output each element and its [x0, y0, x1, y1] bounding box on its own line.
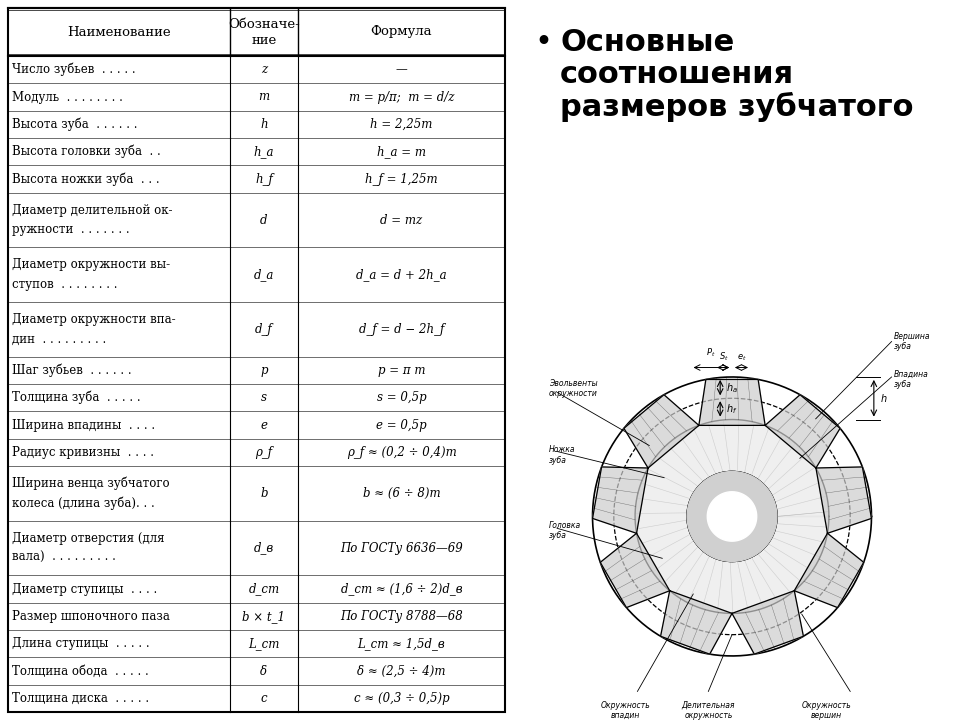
Text: —: — — [396, 63, 407, 76]
Text: ρ_f: ρ_f — [255, 446, 273, 459]
Text: d_f = d − 2h_f: d_f = d − 2h_f — [359, 323, 444, 336]
Text: e = 0,5p: e = 0,5p — [376, 418, 427, 431]
Text: Эвольвенты
окружности: Эвольвенты окружности — [549, 379, 598, 398]
Text: •: • — [535, 30, 551, 54]
Text: Окружность
вершин: Окружность вершин — [802, 701, 852, 720]
Text: b × t_1: b × t_1 — [243, 610, 285, 623]
Text: колеса (длина зуба). . .: колеса (длина зуба). . . — [12, 496, 155, 510]
Text: m = p/π;  m = d/z: m = p/π; m = d/z — [348, 91, 454, 104]
Text: размеров зубчатого: размеров зубчатого — [560, 92, 914, 122]
Text: Впадина
зуба: Впадина зуба — [894, 369, 928, 389]
Text: s = 0,5p: s = 0,5p — [376, 391, 426, 404]
Text: h: h — [260, 118, 268, 131]
Text: δ: δ — [260, 665, 268, 678]
Text: Основные: Основные — [560, 28, 734, 57]
Text: d = mz: d = mz — [380, 214, 422, 227]
Text: c: c — [261, 692, 267, 705]
Text: $e_t$: $e_t$ — [736, 352, 746, 363]
Polygon shape — [732, 590, 804, 654]
Text: $h_a$: $h_a$ — [726, 381, 738, 395]
Text: b ≈ (6 ÷ 8)m: b ≈ (6 ÷ 8)m — [363, 487, 441, 500]
Polygon shape — [687, 472, 777, 562]
Text: L_ст ≈ 1,5d_в: L_ст ≈ 1,5d_в — [358, 637, 445, 650]
Text: Высота зуба  . . . . . .: Высота зуба . . . . . . — [12, 117, 137, 131]
Text: d_a: d_a — [253, 268, 275, 282]
Polygon shape — [624, 395, 699, 468]
Text: По ГОСТу 8788—68: По ГОСТу 8788—68 — [340, 610, 463, 623]
Text: ступов  . . . . . . . .: ступов . . . . . . . . — [12, 278, 117, 291]
Text: d: d — [260, 214, 268, 227]
Text: Шаг зубьев  . . . . . .: Шаг зубьев . . . . . . — [12, 364, 132, 377]
Text: Диаметр окружности впа-: Диаметр окружности впа- — [12, 313, 176, 326]
Text: Окружность
впадин: Окружность впадин — [601, 701, 651, 720]
Text: Диаметр делительной ок-: Диаметр делительной ок- — [12, 204, 173, 217]
Text: d_в: d_в — [253, 541, 275, 554]
Text: Размер шпоночного паза: Размер шпоночного паза — [12, 610, 170, 623]
Text: $h_f$: $h_f$ — [726, 402, 737, 415]
Text: L_ст: L_ст — [249, 637, 279, 650]
Text: d_ст ≈ (1,6 ÷ 2)d_в: d_ст ≈ (1,6 ÷ 2)d_в — [341, 582, 463, 595]
Text: h_f: h_f — [255, 173, 273, 186]
Text: c ≈ (0,3 ÷ 0,5)p: c ≈ (0,3 ÷ 0,5)p — [353, 692, 449, 705]
Bar — [8, 8, 505, 712]
Text: d_a = d + 2h_a: d_a = d + 2h_a — [356, 268, 446, 282]
Text: Делительная
окружность: Делительная окружность — [682, 701, 735, 720]
Text: Ширина венца зубчатого: Ширина венца зубчатого — [12, 477, 170, 490]
Text: Высота головки зуба  . .: Высота головки зуба . . — [12, 145, 160, 158]
Text: m: m — [258, 91, 270, 104]
Text: ружности  . . . . . . .: ружности . . . . . . . — [12, 223, 130, 236]
Text: ρ_f ≈ (0,2 ÷ 0,4)m: ρ_f ≈ (0,2 ÷ 0,4)m — [347, 446, 456, 459]
Text: z: z — [261, 63, 267, 76]
Text: соотношения: соотношения — [560, 60, 794, 89]
Text: Толщина обода  . . . . .: Толщина обода . . . . . — [12, 665, 149, 678]
Text: d_ст: d_ст — [249, 582, 279, 595]
Text: По ГОСТу 6636—69: По ГОСТу 6636—69 — [340, 541, 463, 554]
Polygon shape — [816, 467, 872, 534]
Text: Вершина
зуба: Вершина зуба — [894, 332, 930, 351]
Polygon shape — [765, 395, 840, 468]
Text: Толщина диска  . . . . .: Толщина диска . . . . . — [12, 692, 149, 705]
Text: Наименование: Наименование — [67, 25, 171, 38]
Text: h_a: h_a — [253, 145, 275, 158]
Text: Формула: Формула — [371, 25, 432, 38]
Polygon shape — [592, 467, 648, 534]
Text: Диаметр ступицы  . . . .: Диаметр ступицы . . . . — [12, 582, 157, 595]
Polygon shape — [600, 534, 670, 608]
Text: p: p — [260, 364, 268, 377]
Text: Диаметр окружности вы-: Диаметр окружности вы- — [12, 258, 170, 271]
Text: $h$: $h$ — [879, 392, 887, 404]
Polygon shape — [660, 590, 732, 654]
Text: p = π m: p = π m — [377, 364, 425, 377]
Text: h_a = m: h_a = m — [377, 145, 426, 158]
Text: h = 2,25m: h = 2,25m — [371, 118, 433, 131]
Polygon shape — [636, 420, 828, 613]
Text: e: e — [260, 418, 268, 431]
Text: Диаметр отверстия (для: Диаметр отверстия (для — [12, 531, 164, 544]
Text: Толщина зуба  . . . . .: Толщина зуба . . . . . — [12, 391, 140, 405]
Text: Модуль  . . . . . . . .: Модуль . . . . . . . . — [12, 91, 123, 104]
Text: $S_t$: $S_t$ — [719, 350, 729, 363]
Text: Обозначе-
ние: Обозначе- ние — [228, 17, 300, 47]
Text: дин  . . . . . . . . .: дин . . . . . . . . . — [12, 333, 107, 346]
Text: $P_t$: $P_t$ — [706, 347, 715, 359]
Text: Головка
зуба: Головка зуба — [549, 521, 581, 540]
Text: s: s — [261, 391, 267, 404]
Polygon shape — [708, 492, 756, 541]
Text: Высота ножки зуба  . . .: Высота ножки зуба . . . — [12, 172, 159, 186]
Text: вала)  . . . . . . . . .: вала) . . . . . . . . . — [12, 552, 116, 564]
Text: Ножка
зуба: Ножка зуба — [549, 445, 575, 464]
Text: Радиус кривизны  . . . .: Радиус кривизны . . . . — [12, 446, 154, 459]
Text: Ширина впадины  . . . .: Ширина впадины . . . . — [12, 418, 156, 431]
Text: Длина ступицы  . . . . .: Длина ступицы . . . . . — [12, 637, 150, 650]
Polygon shape — [794, 534, 864, 608]
Text: Число зубьев  . . . . .: Число зубьев . . . . . — [12, 63, 135, 76]
Text: δ ≈ (2,5 ÷ 4)m: δ ≈ (2,5 ÷ 4)m — [357, 665, 445, 678]
Text: b: b — [260, 487, 268, 500]
Text: h_f = 1,25m: h_f = 1,25m — [365, 173, 438, 186]
Text: d_f: d_f — [255, 323, 273, 336]
Polygon shape — [699, 379, 765, 426]
